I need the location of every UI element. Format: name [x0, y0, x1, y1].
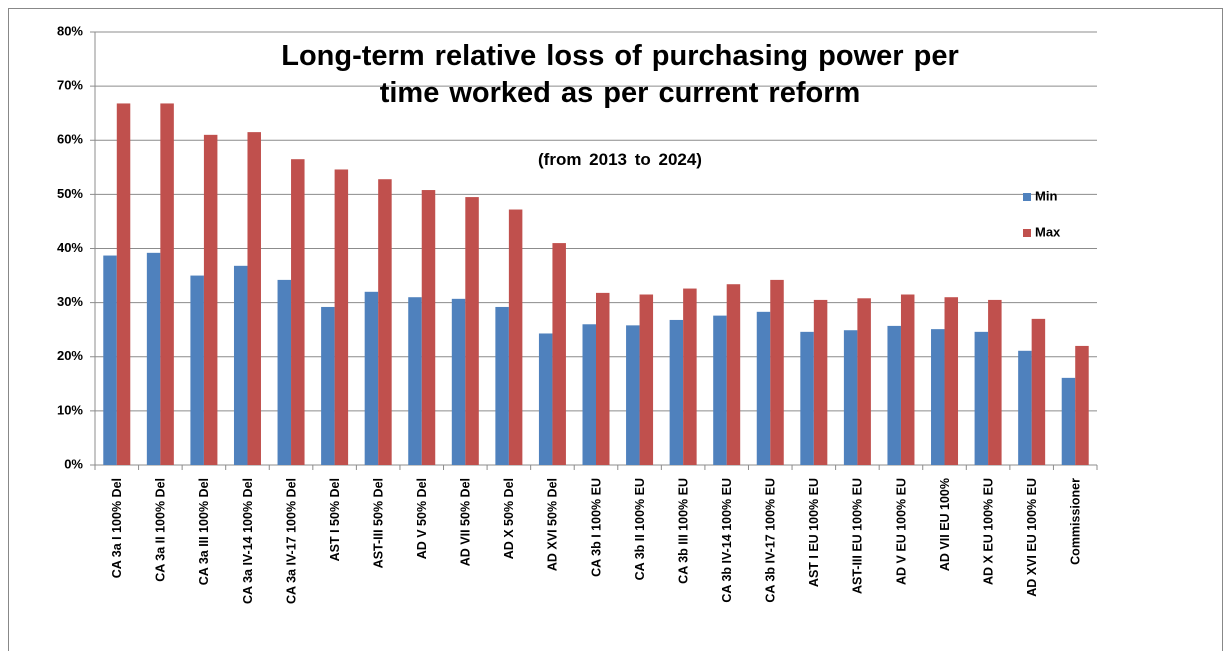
bar	[596, 292, 610, 465]
x-tick-label: AD VII 50% Del	[459, 478, 473, 566]
x-tick-label: CA 3a III 100% Del	[197, 478, 211, 585]
bar	[116, 103, 131, 465]
bar	[321, 306, 335, 465]
x-tick-label: AD XVI 50% Del	[546, 478, 560, 571]
bar	[857, 298, 871, 465]
bar	[408, 297, 422, 465]
bar	[974, 331, 989, 465]
bar	[887, 325, 901, 465]
chart-subtitle: (from 2013 to 2024)	[538, 150, 702, 169]
bar	[726, 284, 741, 465]
bar	[538, 333, 553, 465]
bar	[756, 311, 771, 465]
bar	[944, 297, 959, 465]
x-tick-label: CA 3b III 100% EU	[676, 478, 690, 584]
x-tick-label: CA 3b I 100% EU	[589, 478, 603, 577]
bar	[103, 255, 117, 465]
bar	[582, 324, 596, 465]
bar	[626, 325, 640, 465]
bar	[770, 279, 784, 465]
bar	[931, 329, 945, 465]
x-tick-label: AST I 50% Del	[328, 478, 342, 561]
bar	[146, 252, 161, 465]
bar	[203, 134, 218, 465]
bar	[843, 330, 858, 465]
legend-swatch	[1023, 229, 1031, 237]
y-tick-label: 10%	[57, 402, 83, 417]
bar	[378, 179, 392, 465]
y-tick-label: 60%	[57, 132, 83, 147]
x-tick-label: CA 3a IV-17 100% Del	[284, 478, 298, 604]
y-tick-label: 50%	[57, 186, 83, 201]
y-tick-label: 80%	[57, 23, 83, 38]
bar	[552, 243, 566, 465]
x-tick-label: AD V EU 100% EU	[894, 478, 908, 585]
bar	[190, 275, 204, 465]
bar	[800, 331, 814, 465]
bar	[334, 169, 349, 466]
x-tick-label: AD XVI EU 100% EU	[1025, 478, 1039, 597]
x-tick-label: Commissioner	[1069, 478, 1083, 565]
chart-title: Long-term relative loss of purchasing po…	[281, 40, 959, 109]
bar	[277, 279, 292, 465]
bar	[508, 209, 523, 465]
x-tick-label: AD V 50% Del	[415, 478, 429, 559]
x-tick-label: CA 3a I 100% Del	[110, 478, 124, 578]
bar	[160, 103, 174, 465]
bar	[813, 299, 828, 465]
bar	[247, 132, 261, 465]
legend-label: Min	[1035, 188, 1057, 203]
y-tick-label: 20%	[57, 348, 83, 363]
x-tick-label: AST-III EU 100% EU	[851, 478, 865, 594]
bar	[683, 288, 697, 465]
bar	[233, 265, 248, 465]
y-tick-label: 40%	[57, 240, 83, 255]
x-tick-label: AD X 50% Del	[502, 478, 516, 559]
x-tick-label: AST I EU 100% EU	[807, 478, 821, 587]
legend-label: Max	[1035, 224, 1061, 239]
x-tick-label: CA 3a II 100% Del	[154, 478, 168, 582]
x-tick-label: CA 3a IV-14 100% Del	[241, 478, 255, 604]
bar	[1031, 318, 1046, 465]
bar	[291, 159, 305, 465]
bar	[421, 190, 436, 466]
legend-swatch	[1023, 193, 1031, 201]
x-tick-label: AD X EU 100% EU	[981, 478, 995, 585]
bar	[1075, 345, 1089, 465]
bar	[451, 298, 466, 465]
chart-frame	[8, 8, 1223, 651]
bar	[1018, 350, 1032, 465]
bar	[639, 294, 654, 465]
bar	[900, 294, 915, 465]
y-tick-label: 70%	[57, 78, 83, 93]
bar	[713, 315, 727, 465]
bar	[1061, 377, 1076, 465]
bar	[495, 306, 509, 465]
x-tick-label: AST-III 50% Del	[371, 478, 385, 568]
y-tick-label: 30%	[57, 294, 83, 309]
x-tick-label: CA 3b IV-14 100% EU	[720, 478, 734, 603]
y-tick-label: 0%	[64, 456, 83, 471]
bar	[465, 197, 479, 466]
x-tick-label: AD VII EU 100%	[938, 478, 952, 571]
bar	[669, 319, 684, 465]
bar	[364, 291, 379, 465]
bar	[988, 299, 1002, 465]
x-tick-label: CA 3b IV-17 100% EU	[764, 478, 778, 603]
x-tick-label: CA 3b II 100% EU	[633, 478, 647, 580]
